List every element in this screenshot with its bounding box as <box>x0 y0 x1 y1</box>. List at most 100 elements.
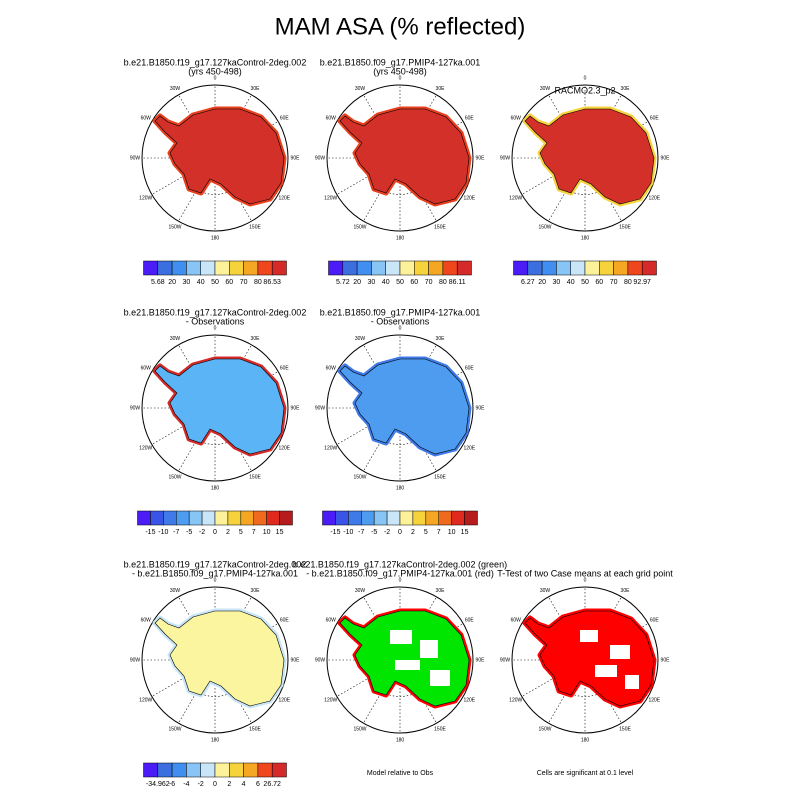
panel-title: b.e21.B1850.f19_g17.127kaControl-2deg.00… <box>124 57 307 67</box>
colorbar-box <box>328 260 344 276</box>
no-significance-cell <box>625 675 639 689</box>
colorbar-box <box>200 260 216 276</box>
longitude-label: 90E <box>291 405 301 411</box>
longitude-label: 120E <box>463 445 475 451</box>
panel-title: (yrs 450-498) <box>373 66 427 76</box>
longitude-label: 90W <box>130 657 141 663</box>
longitude-label: 0 <box>584 577 587 583</box>
longitude-label: 120E <box>648 697 660 703</box>
continent <box>524 610 655 707</box>
colorbar-label: 2 <box>226 529 230 536</box>
colorbar-box <box>214 260 230 276</box>
map-panel: b.e21.B1850.f19_g17.127kaControl-2deg.00… <box>124 559 307 787</box>
longitude-label: 60W <box>326 115 337 121</box>
colorbar-label: 30 <box>368 279 376 286</box>
colorbar-box <box>335 510 349 526</box>
panel-title: - Observations <box>371 316 430 326</box>
longitude-label: 90W <box>500 155 511 161</box>
colorbar-label: 4 <box>242 781 246 788</box>
colorbar-label: 20 <box>353 279 361 286</box>
colorbar-box <box>541 260 557 276</box>
panel-title: T-Test of two Case means at each grid po… <box>497 568 673 578</box>
longitude-label: 0 <box>399 325 402 331</box>
longitude-label: 150W <box>168 225 181 231</box>
colorbar-label: 40 <box>197 279 205 286</box>
longitude-label: 90E <box>476 405 486 411</box>
colorbar-box <box>171 260 187 276</box>
longitude-label: 60E <box>465 365 475 371</box>
map-panel: T-Test of two Case means at each grid po… <box>497 568 673 776</box>
colorbar-box <box>157 260 173 276</box>
no-significance-cell <box>580 630 598 642</box>
colorbar-label: 20 <box>538 279 546 286</box>
colorbar-box <box>627 260 643 276</box>
colorbar-box <box>243 260 259 276</box>
longitude-label: 0 <box>399 75 402 81</box>
colorbar-label: 30 <box>183 279 191 286</box>
colorbar-label: -4 <box>183 781 189 788</box>
longitude-label: 120E <box>278 697 290 703</box>
longitude-label: 0 <box>214 577 217 583</box>
longitude-label: 120W <box>509 697 522 703</box>
longitude-label: 0 <box>584 75 587 81</box>
longitude-label: 150W <box>353 727 366 733</box>
longitude-label: 150E <box>619 225 631 231</box>
longitude-label: 90W <box>315 405 326 411</box>
longitude-label: 180 <box>211 235 220 241</box>
colorbar-box <box>214 510 229 526</box>
colorbar-box <box>613 260 629 276</box>
panel-title: - b.e21.B1850.f09_g17.PMIP4-127ka.001 <box>132 568 298 578</box>
longitude-label: 150E <box>434 475 446 481</box>
longitude-label: 90W <box>500 657 511 663</box>
colorbar-label: -2 <box>384 529 390 536</box>
longitude-label: 90E <box>661 657 671 663</box>
colorbar-label: 50 <box>581 279 589 286</box>
colorbar-label: 5.72 <box>336 279 350 286</box>
colorbar-label: 92.97 <box>633 279 651 286</box>
no-significance-cell <box>610 645 630 659</box>
colorbar-box <box>157 762 173 778</box>
no-significance-cell <box>595 665 617 677</box>
map-panel: b.e21.B1850.f19_g17.127kaControl-2deg.00… <box>124 307 307 535</box>
longitude-label: 90E <box>291 155 301 161</box>
colorbar-box <box>513 260 529 276</box>
longitude-label: 60W <box>511 617 522 623</box>
colorbar-box <box>348 510 362 526</box>
longitude-label: 30E <box>621 588 631 594</box>
colorbar-box <box>451 510 465 526</box>
longitude-label: 150E <box>619 727 631 733</box>
longitude-label: 90E <box>476 155 486 161</box>
colorbar-box <box>186 260 201 276</box>
figure-title: MAM ASA (% reflected) <box>275 13 526 40</box>
map-panel: b.e21.B1850.f09_g17.PMIP4-127ka.001- Obs… <box>315 307 485 535</box>
colorbar-label: 80 <box>439 279 447 286</box>
longitude-label: 120W <box>139 445 152 451</box>
longitude-label: 120W <box>509 195 522 201</box>
longitude-label: 150W <box>168 727 181 733</box>
continent <box>154 358 285 455</box>
colorbar-box <box>200 762 216 778</box>
longitude-label: 180 <box>211 485 220 491</box>
colorbar-box <box>266 510 280 526</box>
longitude-label: 120E <box>648 195 660 201</box>
colorbar-box <box>253 510 267 526</box>
map-border <box>141 84 289 232</box>
colorbar-box <box>271 762 287 778</box>
colorbar-box <box>257 260 273 276</box>
colorbar-label: 15 <box>461 529 469 536</box>
map-border <box>511 84 659 232</box>
longitude-label: 150W <box>353 225 366 231</box>
longitude-label: 150E <box>249 225 261 231</box>
longitude-label: 90W <box>130 405 141 411</box>
colorbar-box <box>428 260 444 276</box>
colorbar-label: 60 <box>595 279 603 286</box>
longitude-label: 180 <box>581 737 590 743</box>
longitude-label: 60E <box>465 617 475 623</box>
colorbar-label: -15 <box>330 529 340 536</box>
map-border <box>326 586 474 734</box>
colorbar-box <box>641 260 657 276</box>
colorbar-box <box>176 510 190 526</box>
longitude-label: 180 <box>211 737 220 743</box>
longitude-label: 90E <box>661 155 671 161</box>
longitude-label: 120W <box>139 195 152 201</box>
